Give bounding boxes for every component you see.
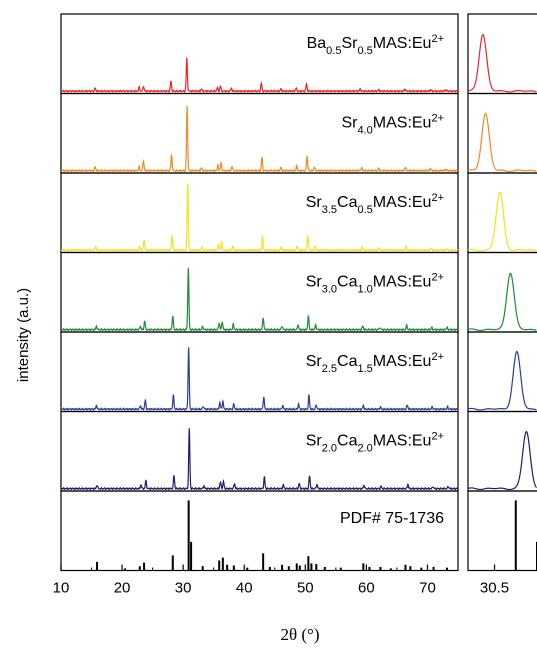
- reference-panel-frame: [60, 490, 459, 572]
- series-label: Sr2.0Ca2.0MAS:Eu2+: [306, 431, 444, 455]
- main-panel-frame: [60, 251, 459, 333]
- zoom-series-trace: [467, 191, 537, 252]
- series-trace: [60, 428, 459, 491]
- y-axis-label: intensity (a.u.): [15, 288, 32, 382]
- zoom-panel-frame: [467, 331, 537, 413]
- zoom-panel-frame: [467, 13, 537, 95]
- series-trace: [60, 105, 459, 173]
- series-label: Sr3.0Ca1.0MAS:Eu2+: [306, 272, 444, 296]
- x-tick-label: 60: [358, 580, 375, 597]
- series-label: Sr2.5Ca1.5MAS:Eu2+: [306, 351, 444, 375]
- x-tick-label: 10: [53, 580, 70, 597]
- x-tick-label: 40: [236, 580, 253, 597]
- x-tick-label: 70: [419, 580, 436, 597]
- x-tick-label: 50: [297, 580, 314, 597]
- zoom-x-tick-label: 30.5: [480, 580, 509, 597]
- zoom-panel-frame: [467, 172, 537, 254]
- zoom-series-trace: [467, 33, 537, 93]
- main-panel-frame: [60, 172, 459, 254]
- main-panel-frame: [60, 92, 459, 174]
- zoom-series-trace: [467, 350, 537, 411]
- main-panel-frame: [60, 13, 459, 95]
- x-tick-label: 30: [175, 580, 192, 597]
- series-label: Sr3.5Ca0.5MAS:Eu2+: [306, 192, 444, 216]
- zoom-series-trace: [467, 430, 537, 491]
- series-trace: [60, 183, 459, 252]
- zoom-panel-frame: [467, 410, 537, 492]
- main-panel-frame: [60, 410, 459, 492]
- reference-label: PDF# 75-1736: [340, 510, 444, 527]
- axis-group: 10 20 30 40 50 60 70 30.5: [53, 564, 509, 597]
- zoom-panel-frame: [467, 251, 537, 333]
- main-panel-frame: [60, 331, 459, 413]
- x-tick-label: 20: [114, 580, 131, 597]
- panel-group: Ba0.5Sr0.5MAS:Eu2+ Sr4.0MAS:Eu2+ Sr3.5Ca0.…: [60, 13, 537, 572]
- x-axis-label: 2θ (°): [280, 625, 319, 644]
- zoom-reference-frame: [467, 490, 537, 572]
- series-trace: [60, 57, 459, 93]
- series-trace: [60, 347, 459, 411]
- series-label: Sr4.0MAS:Eu2+: [341, 113, 444, 137]
- zoom-series-trace: [467, 272, 537, 332]
- series-trace: [60, 267, 459, 332]
- zoom-series-trace: [467, 112, 537, 173]
- series-label: Ba0.5Sr0.5MAS:Eu2+: [307, 33, 444, 57]
